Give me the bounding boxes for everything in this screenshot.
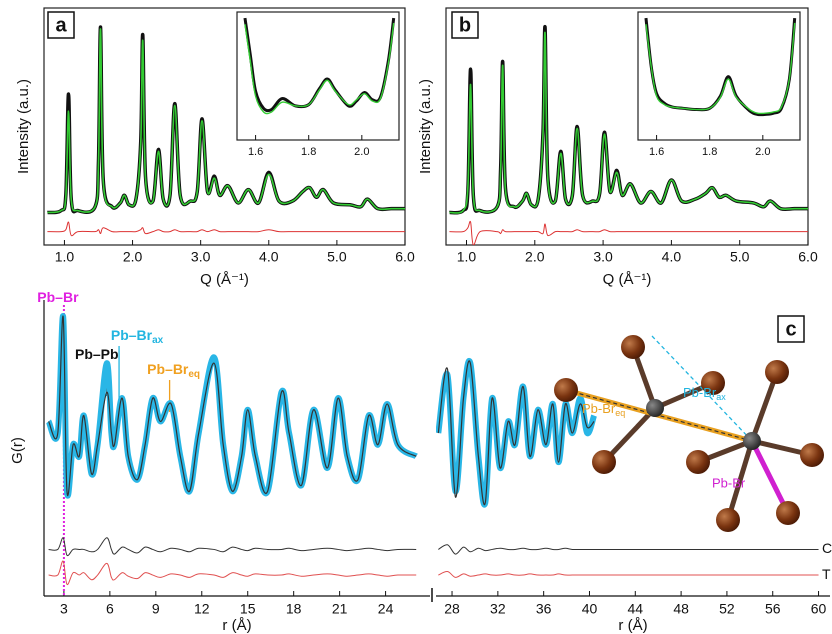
x-tick-label: 2.0 <box>354 146 369 158</box>
x-tick-label: 32 <box>490 601 506 617</box>
x-tick-label: 56 <box>765 601 781 617</box>
x-tick-label: 3 <box>60 601 68 617</box>
x-tick-label: 4.0 <box>259 249 279 265</box>
x-tick-label: 2.0 <box>755 146 770 158</box>
data-line <box>49 561 417 585</box>
annotation: Pb–Breq <box>147 361 200 380</box>
x-tick-label: 1.0 <box>457 249 477 265</box>
x-tick-label: 5.0 <box>327 249 347 265</box>
plot-frame <box>638 12 800 140</box>
x-tick-label: 3.0 <box>593 249 613 265</box>
x-tick-label: 36 <box>536 601 552 617</box>
x-tick-label: 44 <box>628 601 644 617</box>
x-tick-label: 28 <box>444 601 460 617</box>
x-tick-label: 1.8 <box>702 146 717 158</box>
br-atoms <box>554 335 824 532</box>
x-tick-label: 21 <box>332 601 348 617</box>
data-line <box>438 545 818 554</box>
y-axis-label: Intensity (a.u.) <box>15 79 32 174</box>
br-atom <box>716 508 740 532</box>
x-tick-label: 2.0 <box>525 249 545 265</box>
figure: 1.0 2.0 3.0 4.0 5.0 6.0 Q (Å⁻¹) Intensity (a.u.… <box>0 0 832 634</box>
x-tick-label: 6.0 <box>395 249 415 265</box>
annotation-text: Pb–Br <box>147 361 189 377</box>
annotation-sub: ax <box>152 335 164 346</box>
br-atom <box>765 360 789 384</box>
br-atom <box>800 443 824 467</box>
br-atom <box>686 450 710 474</box>
page: {"chart_data": [ {"type": "line", "panel… <box>0 0 832 634</box>
br-atom <box>554 378 578 402</box>
annotation-sub: eq <box>188 369 200 380</box>
x-tick-label: 4.0 <box>662 249 682 265</box>
panel-label: a <box>55 14 67 36</box>
y-axis-label: Intensity (a.u.) <box>417 79 434 174</box>
label-text: Pb-Br <box>683 385 717 400</box>
br-atom <box>621 335 645 359</box>
plot-frame <box>237 12 399 140</box>
annotation: Pb–Pb <box>75 346 119 362</box>
x-tick-label: 12 <box>194 601 210 617</box>
pb-atom <box>646 399 664 417</box>
panel: 1.6 1.8 2.0 <box>237 12 399 158</box>
x-tick-label: 1.6 <box>248 146 263 158</box>
x-tick-label: 5.0 <box>730 249 750 265</box>
data-line <box>49 538 417 556</box>
x-tick-label: 9 <box>152 601 160 617</box>
x-tick-label: 15 <box>240 601 256 617</box>
molecule-diagram: Pb-Brax Pb-Breq Pb-Br <box>554 335 824 532</box>
x-tick-label: 60 <box>811 601 827 617</box>
x-axis-label: Q (Å⁻¹) <box>603 271 652 288</box>
pbbr-bond <box>752 441 788 513</box>
x-axis-label: Q (Å⁻¹) <box>200 271 249 288</box>
annotation-text: Pb–Br <box>111 327 153 343</box>
annotation: Pb–Br <box>37 289 79 305</box>
x-tick-label: 18 <box>286 601 302 617</box>
x-tick-label: 3.0 <box>191 249 211 265</box>
data-line <box>438 572 818 578</box>
label-sub: ax <box>716 392 726 402</box>
x-tick-label: 1.8 <box>301 146 316 158</box>
series-label: C <box>822 540 832 556</box>
panel-label: c <box>785 318 796 340</box>
x-tick-label: 2.0 <box>123 249 143 265</box>
x-tick-label: 48 <box>673 601 689 617</box>
x-tick-label: 40 <box>582 601 598 617</box>
pb-atom <box>743 432 761 450</box>
label-text: Pb-Br <box>582 401 616 416</box>
x-tick-label: 52 <box>719 601 735 617</box>
panel-label: b <box>459 14 471 36</box>
series-label: T <box>822 566 831 582</box>
x-tick-label: 24 <box>378 601 394 617</box>
x-tick-label: 6.0 <box>798 249 818 265</box>
annotation-text: Pb–Br <box>37 289 79 305</box>
panel: 1.6 1.8 2.0 <box>638 12 800 158</box>
annotation-text: Pb–Pb <box>75 346 119 362</box>
br-atom <box>776 501 800 525</box>
y-axis-label: G(r) <box>9 437 26 464</box>
panel: 28 32 36 40 44 48 52 56 60 CTr (Å) <box>436 361 832 634</box>
x-tick-label: 6 <box>106 601 114 617</box>
br-atom <box>592 450 616 474</box>
annotation: Pb–Brax <box>111 327 164 346</box>
label-sub: eq <box>615 408 625 418</box>
x-axis-label: r (Å) <box>618 617 647 634</box>
x-axis-label: r (Å) <box>222 617 251 634</box>
x-tick-label: 1.0 <box>55 249 75 265</box>
x-tick-label: 1.6 <box>649 146 664 158</box>
diagram-label: Pb-Br <box>712 475 746 490</box>
